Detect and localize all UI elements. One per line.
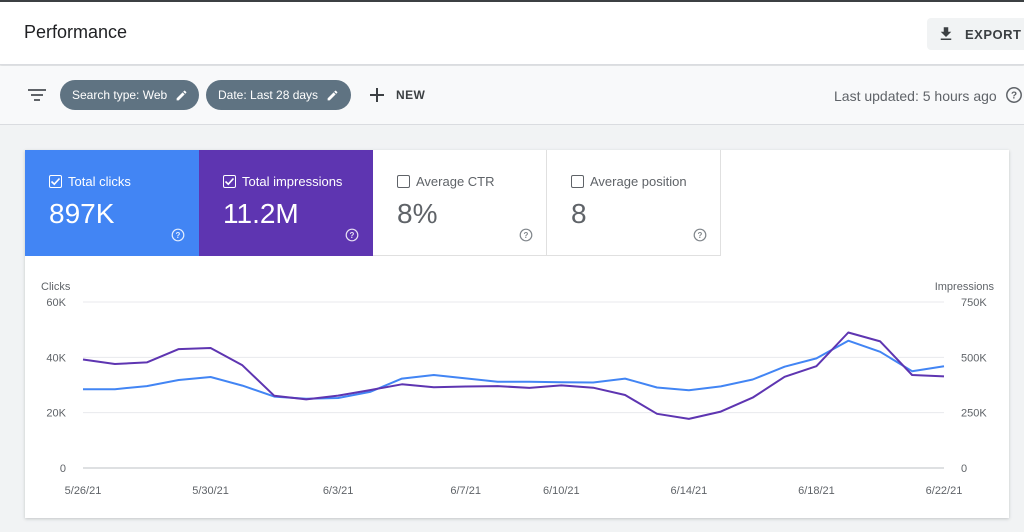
checkbox-unchecked <box>397 175 410 188</box>
search-type-chip-label: Search type: Web <box>72 88 168 102</box>
x-tick-label: 6/14/21 <box>671 485 708 497</box>
metric-label: Total clicks <box>68 174 131 189</box>
checkbox-unchecked <box>571 175 584 188</box>
left-tick-label: 40K <box>46 352 66 364</box>
right-tick-label: 0 <box>961 463 967 475</box>
metric-label: Total impressions <box>242 174 343 189</box>
page-title: Performance <box>24 22 128 42</box>
metric-value: 8% <box>397 198 438 229</box>
search-type-chip[interactable]: Search type: Web <box>60 80 199 110</box>
x-tick-label: 6/22/21 <box>926 485 963 497</box>
performance-chart: Clicks Impressions 60K 750K 40K 500K 20K 250K… <box>41 281 995 497</box>
right-tick-label: 250K <box>961 408 987 420</box>
series-line-total-impressions <box>82 331 945 420</box>
filter-icon[interactable] <box>26 86 48 104</box>
right-tick-label: 500K <box>961 352 987 364</box>
series-line-total-clicks <box>83 339 945 400</box>
right-axis-title: Impressions <box>935 281 995 293</box>
new-filter-button[interactable]: NEW <box>368 82 425 108</box>
edit-icon <box>176 90 187 100</box>
checkbox-checked <box>223 175 236 188</box>
top-border <box>0 0 1024 2</box>
page-header: Performance EXPORT <box>0 2 1024 65</box>
x-tick-label: 6/10/21 <box>543 485 580 497</box>
help-icon[interactable]: ? <box>345 228 359 242</box>
svg-text:?: ? <box>176 231 181 240</box>
performance-card: Total clicks 897K ? Total impressions 11… <box>25 150 1009 518</box>
svg-text:?: ? <box>1011 91 1017 102</box>
help-icon[interactable]: ? <box>693 228 707 242</box>
x-tick-label: 5/26/21 <box>65 485 102 497</box>
help-icon[interactable]: ? <box>171 228 185 242</box>
metric-average-position[interactable]: Average position 8 ? <box>547 150 721 256</box>
left-axis-title: Clicks <box>41 281 71 293</box>
left-tick-label: 0 <box>60 463 66 475</box>
left-tick-label: 20K <box>46 408 66 420</box>
new-filter-label: NEW <box>396 88 426 102</box>
metric-value: 897K <box>49 198 115 229</box>
edit-icon <box>327 90 338 100</box>
filter-bar: Search type: Web Date: Last 28 days NEW … <box>0 66 1024 125</box>
x-tick-label: 5/30/21 <box>192 485 229 497</box>
checkbox-checked <box>49 175 62 188</box>
right-tick-label: 750K <box>961 297 987 309</box>
export-label: EXPORT <box>965 26 1022 42</box>
metric-label: Average position <box>590 174 687 189</box>
metric-value: 8 <box>571 198 587 229</box>
metric-value: 11.2M <box>223 198 299 229</box>
date-chip[interactable]: Date: Last 28 days <box>206 80 351 110</box>
export-button[interactable]: EXPORT <box>927 18 1024 50</box>
last-updated-text: Last updated: 5 hours ago <box>834 88 997 104</box>
x-tick-label: 6/3/21 <box>323 485 354 497</box>
svg-text:?: ? <box>698 231 703 240</box>
help-icon[interactable]: ? <box>519 228 533 242</box>
metric-average-ctr[interactable]: Average CTR 8% ? <box>373 150 547 256</box>
svg-text:?: ? <box>524 231 529 240</box>
left-tick-label: 60K <box>46 297 66 309</box>
plus-icon <box>370 88 384 102</box>
help-icon[interactable]: ? <box>1005 86 1023 104</box>
x-tick-label: 6/7/21 <box>450 485 481 497</box>
x-tick-label: 6/18/21 <box>798 485 835 497</box>
metric-label: Average CTR <box>416 174 495 189</box>
metric-total-clicks[interactable]: Total clicks 897K ? <box>25 150 199 256</box>
download-icon <box>940 27 952 40</box>
date-chip-label: Date: Last 28 days <box>218 88 319 102</box>
svg-text:?: ? <box>350 231 355 240</box>
metric-total-impressions[interactable]: Total impressions 11.2M ? <box>199 150 373 256</box>
